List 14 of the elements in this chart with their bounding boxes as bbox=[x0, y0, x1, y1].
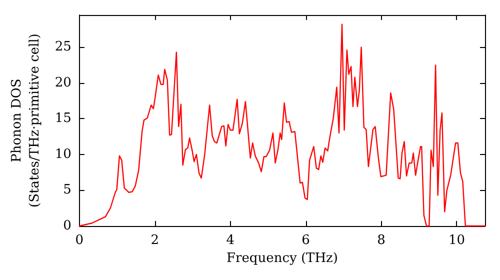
x-tick-label: 0 bbox=[75, 233, 84, 248]
x-axis-title: Frequency (THz) bbox=[226, 250, 338, 266]
y-tick-label: 5 bbox=[63, 182, 72, 198]
y-tick-label: 15 bbox=[54, 111, 72, 126]
x-tick-label: 10 bbox=[448, 233, 465, 248]
x-tick-label: 2 bbox=[150, 233, 160, 248]
y-tick-label: 10 bbox=[54, 146, 72, 162]
x-tick-label: 6 bbox=[302, 233, 310, 248]
y-axis-title: Phonon DOS (States/THz·primitive cell) bbox=[10, 33, 42, 208]
y-tick-label: 20 bbox=[54, 75, 72, 90]
x-tick-label: 8 bbox=[377, 233, 386, 248]
y-tick-label: 0 bbox=[63, 218, 72, 234]
x-tick-label: 4 bbox=[226, 233, 234, 248]
y-tick-label: 25 bbox=[54, 40, 72, 55]
